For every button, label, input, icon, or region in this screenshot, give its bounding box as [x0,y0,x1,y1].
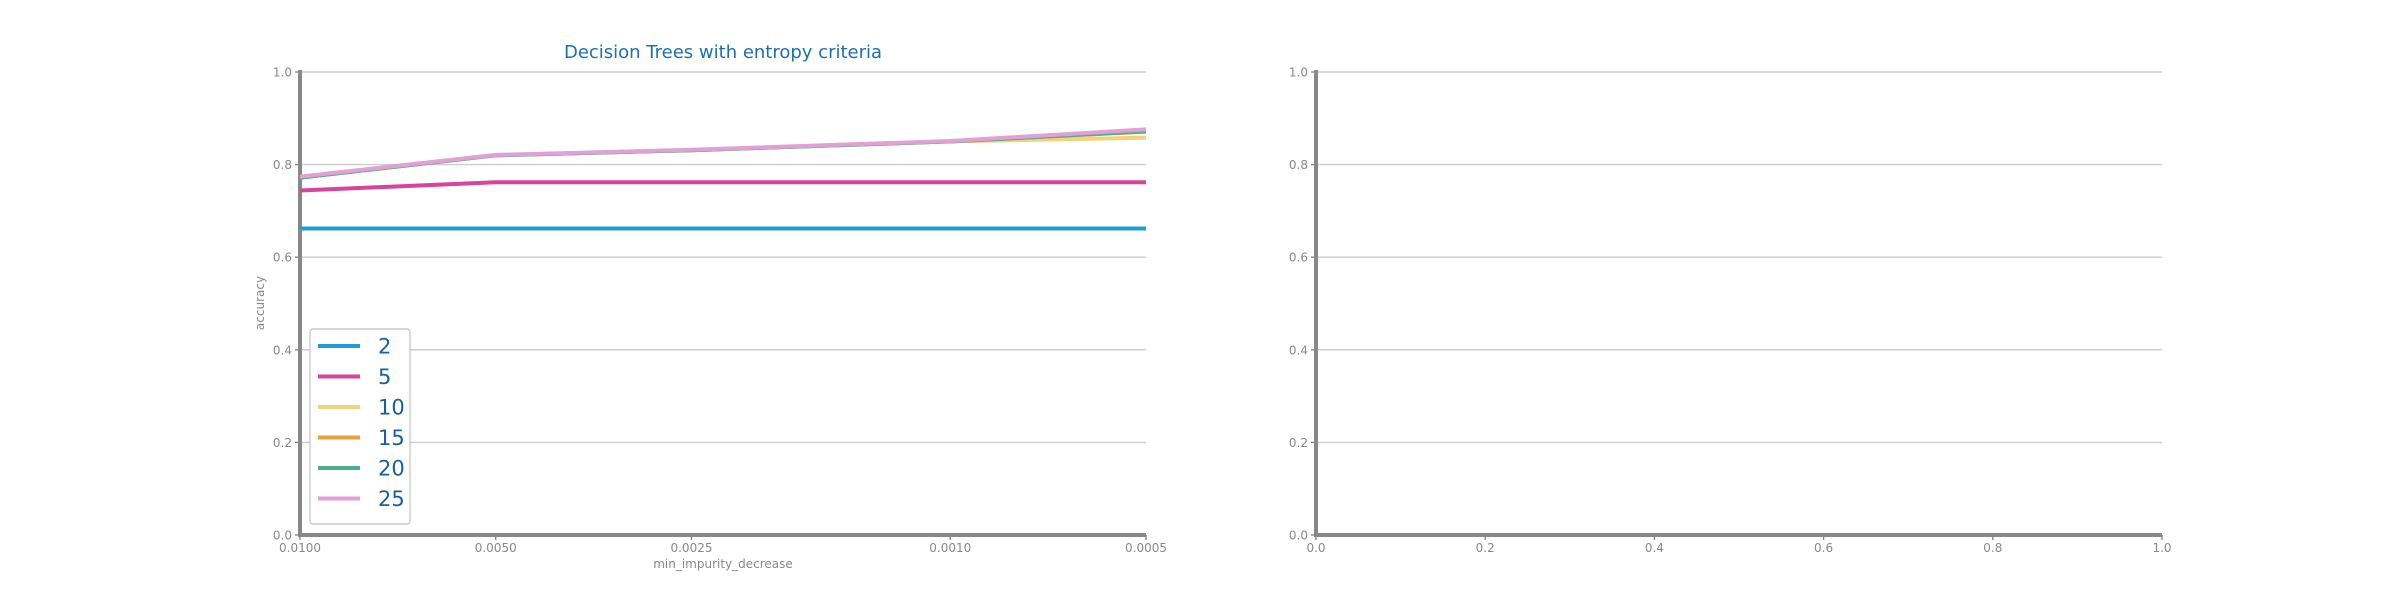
x-axis-title: min_impurity_decrease [653,557,793,571]
y-tick-label: 0.0 [273,529,292,543]
x-tick-label: 0.2 [1476,541,1495,555]
y-tick-label: 0.2 [1289,436,1308,450]
chart-empty: 0.0 0.2 0.4 0.6 0.8 1.0 0.0 0.2 0.4 0.6 0.8 1.0 [1289,66,2172,556]
x-tick-label: 0.4 [1645,541,1664,555]
x-tick-label: 0.0 [1306,541,1325,555]
series-line-10 [299,135,1147,180]
x-tick-label: 0.0100 [279,541,321,555]
x-tick-label: 0.8 [1983,541,2002,555]
y-tick-label: 0.0 [1289,529,1308,543]
y-tick-label: 1.0 [1289,66,1308,80]
series-line-25 [299,127,1147,179]
legend-label-10: 10 [378,396,405,420]
y-tick-label: 0.4 [1289,343,1308,357]
y-tick-label: 0.6 [273,251,292,265]
x-tick-label: 1.0 [2152,541,2171,555]
legend-label-2: 2 [378,335,391,359]
chart-decision-trees: Decision Trees with entropy criteria min… [253,42,1167,571]
series-line-5 [299,180,1146,193]
chart-title: Decision Trees with entropy criteria [564,42,882,63]
y-tick-label: 0.6 [1289,251,1308,265]
y-tick-label: 0.8 [273,158,292,172]
legend-label-15: 15 [378,426,405,450]
x-tick-label: 0.0010 [929,541,971,555]
y-tick-label: 1.0 [273,66,292,80]
y-tick-label: 0.8 [1289,158,1308,172]
legend-label-5: 5 [378,365,391,389]
legend-label-25: 25 [378,487,405,511]
y-tick-label: 0.4 [273,343,292,357]
y-tick-label: 0.2 [273,436,292,450]
legend-label-20: 20 [378,457,405,481]
y-axis-title: accuracy [253,276,267,330]
x-tick-label: 0.0025 [670,541,712,555]
x-tick-label: 0.6 [1814,541,1833,555]
x-tick-label: 0.0050 [475,541,517,555]
x-tick-label: 0.0005 [1125,541,1167,555]
